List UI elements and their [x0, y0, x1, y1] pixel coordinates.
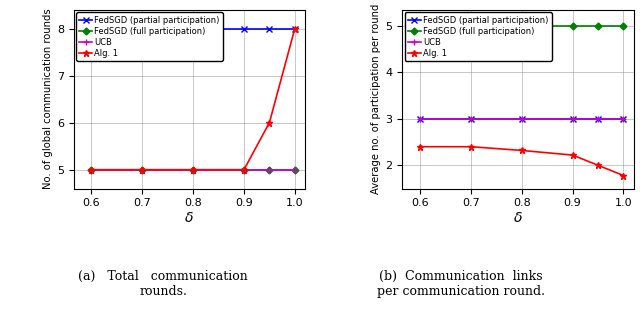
- Line: UCB: UCB: [88, 166, 298, 173]
- FedSGD (partial participation): [467, 117, 475, 121]
- Alg. 1: [189, 168, 197, 172]
- Alg. 1: [518, 149, 525, 152]
- Y-axis label: Average no. of participation per round: Average no. of participation per round: [371, 4, 381, 194]
- FedSGD (full participation): [518, 24, 525, 28]
- FedSGD (partial participation): [594, 117, 602, 121]
- UCB: [594, 117, 602, 121]
- Line: Alg. 1: Alg. 1: [417, 143, 627, 179]
- FedSGD (full participation): [569, 24, 577, 28]
- Line: UCB: UCB: [417, 115, 627, 122]
- UCB: [88, 168, 95, 172]
- Alg. 1: [467, 145, 475, 149]
- Alg. 1: [594, 163, 602, 167]
- Text: (a)   Total   communication
rounds.: (a) Total communication rounds.: [78, 270, 248, 298]
- Line: FedSGD (partial participation): FedSGD (partial participation): [88, 26, 298, 31]
- Alg. 1: [569, 153, 577, 157]
- FedSGD (full participation): [240, 168, 248, 172]
- Y-axis label: No. of global communication rounds: No. of global communication rounds: [43, 9, 52, 189]
- FedSGD (full participation): [467, 24, 475, 28]
- Alg. 1: [416, 145, 424, 149]
- UCB: [518, 117, 525, 121]
- FedSGD (partial participation): [240, 27, 248, 31]
- FedSGD (partial participation): [266, 27, 273, 31]
- UCB: [291, 168, 299, 172]
- FedSGD (partial participation): [569, 117, 577, 121]
- Alg. 1: [266, 121, 273, 124]
- Alg. 1: [620, 174, 627, 177]
- FedSGD (partial participation): [291, 27, 299, 31]
- Alg. 1: [88, 168, 95, 172]
- Legend: FedSGD (partial participation), FedSGD (full participation), UCB, Alg. 1: FedSGD (partial participation), FedSGD (…: [404, 12, 552, 61]
- Line: Alg. 1: Alg. 1: [88, 25, 298, 173]
- UCB: [569, 117, 577, 121]
- UCB: [416, 117, 424, 121]
- FedSGD (full participation): [291, 168, 299, 172]
- UCB: [138, 168, 146, 172]
- Line: FedSGD (partial participation): FedSGD (partial participation): [417, 116, 626, 122]
- FedSGD (partial participation): [189, 27, 197, 31]
- FedSGD (full participation): [594, 24, 602, 28]
- Alg. 1: [138, 168, 146, 172]
- Line: FedSGD (full participation): FedSGD (full participation): [417, 24, 626, 28]
- FedSGD (full participation): [138, 168, 146, 172]
- X-axis label: $\delta$: $\delta$: [513, 211, 523, 225]
- FedSGD (full participation): [416, 24, 424, 28]
- Legend: FedSGD (partial participation), FedSGD (full participation), UCB, Alg. 1: FedSGD (partial participation), FedSGD (…: [76, 12, 223, 61]
- Alg. 1: [240, 168, 248, 172]
- X-axis label: $\delta$: $\delta$: [184, 211, 194, 225]
- UCB: [266, 168, 273, 172]
- FedSGD (partial participation): [416, 117, 424, 121]
- FedSGD (full participation): [620, 24, 627, 28]
- UCB: [240, 168, 248, 172]
- FedSGD (partial participation): [88, 27, 95, 31]
- Alg. 1: [291, 27, 299, 31]
- FedSGD (full participation): [88, 168, 95, 172]
- UCB: [620, 117, 627, 121]
- Line: FedSGD (full participation): FedSGD (full participation): [89, 167, 297, 172]
- FedSGD (full participation): [189, 168, 197, 172]
- FedSGD (partial participation): [620, 117, 627, 121]
- FedSGD (partial participation): [138, 27, 146, 31]
- Text: (b)  Communication  links
per communication round.: (b) Communication links per communicatio…: [377, 270, 545, 298]
- UCB: [467, 117, 475, 121]
- UCB: [189, 168, 197, 172]
- FedSGD (partial participation): [518, 117, 525, 121]
- FedSGD (full participation): [266, 168, 273, 172]
